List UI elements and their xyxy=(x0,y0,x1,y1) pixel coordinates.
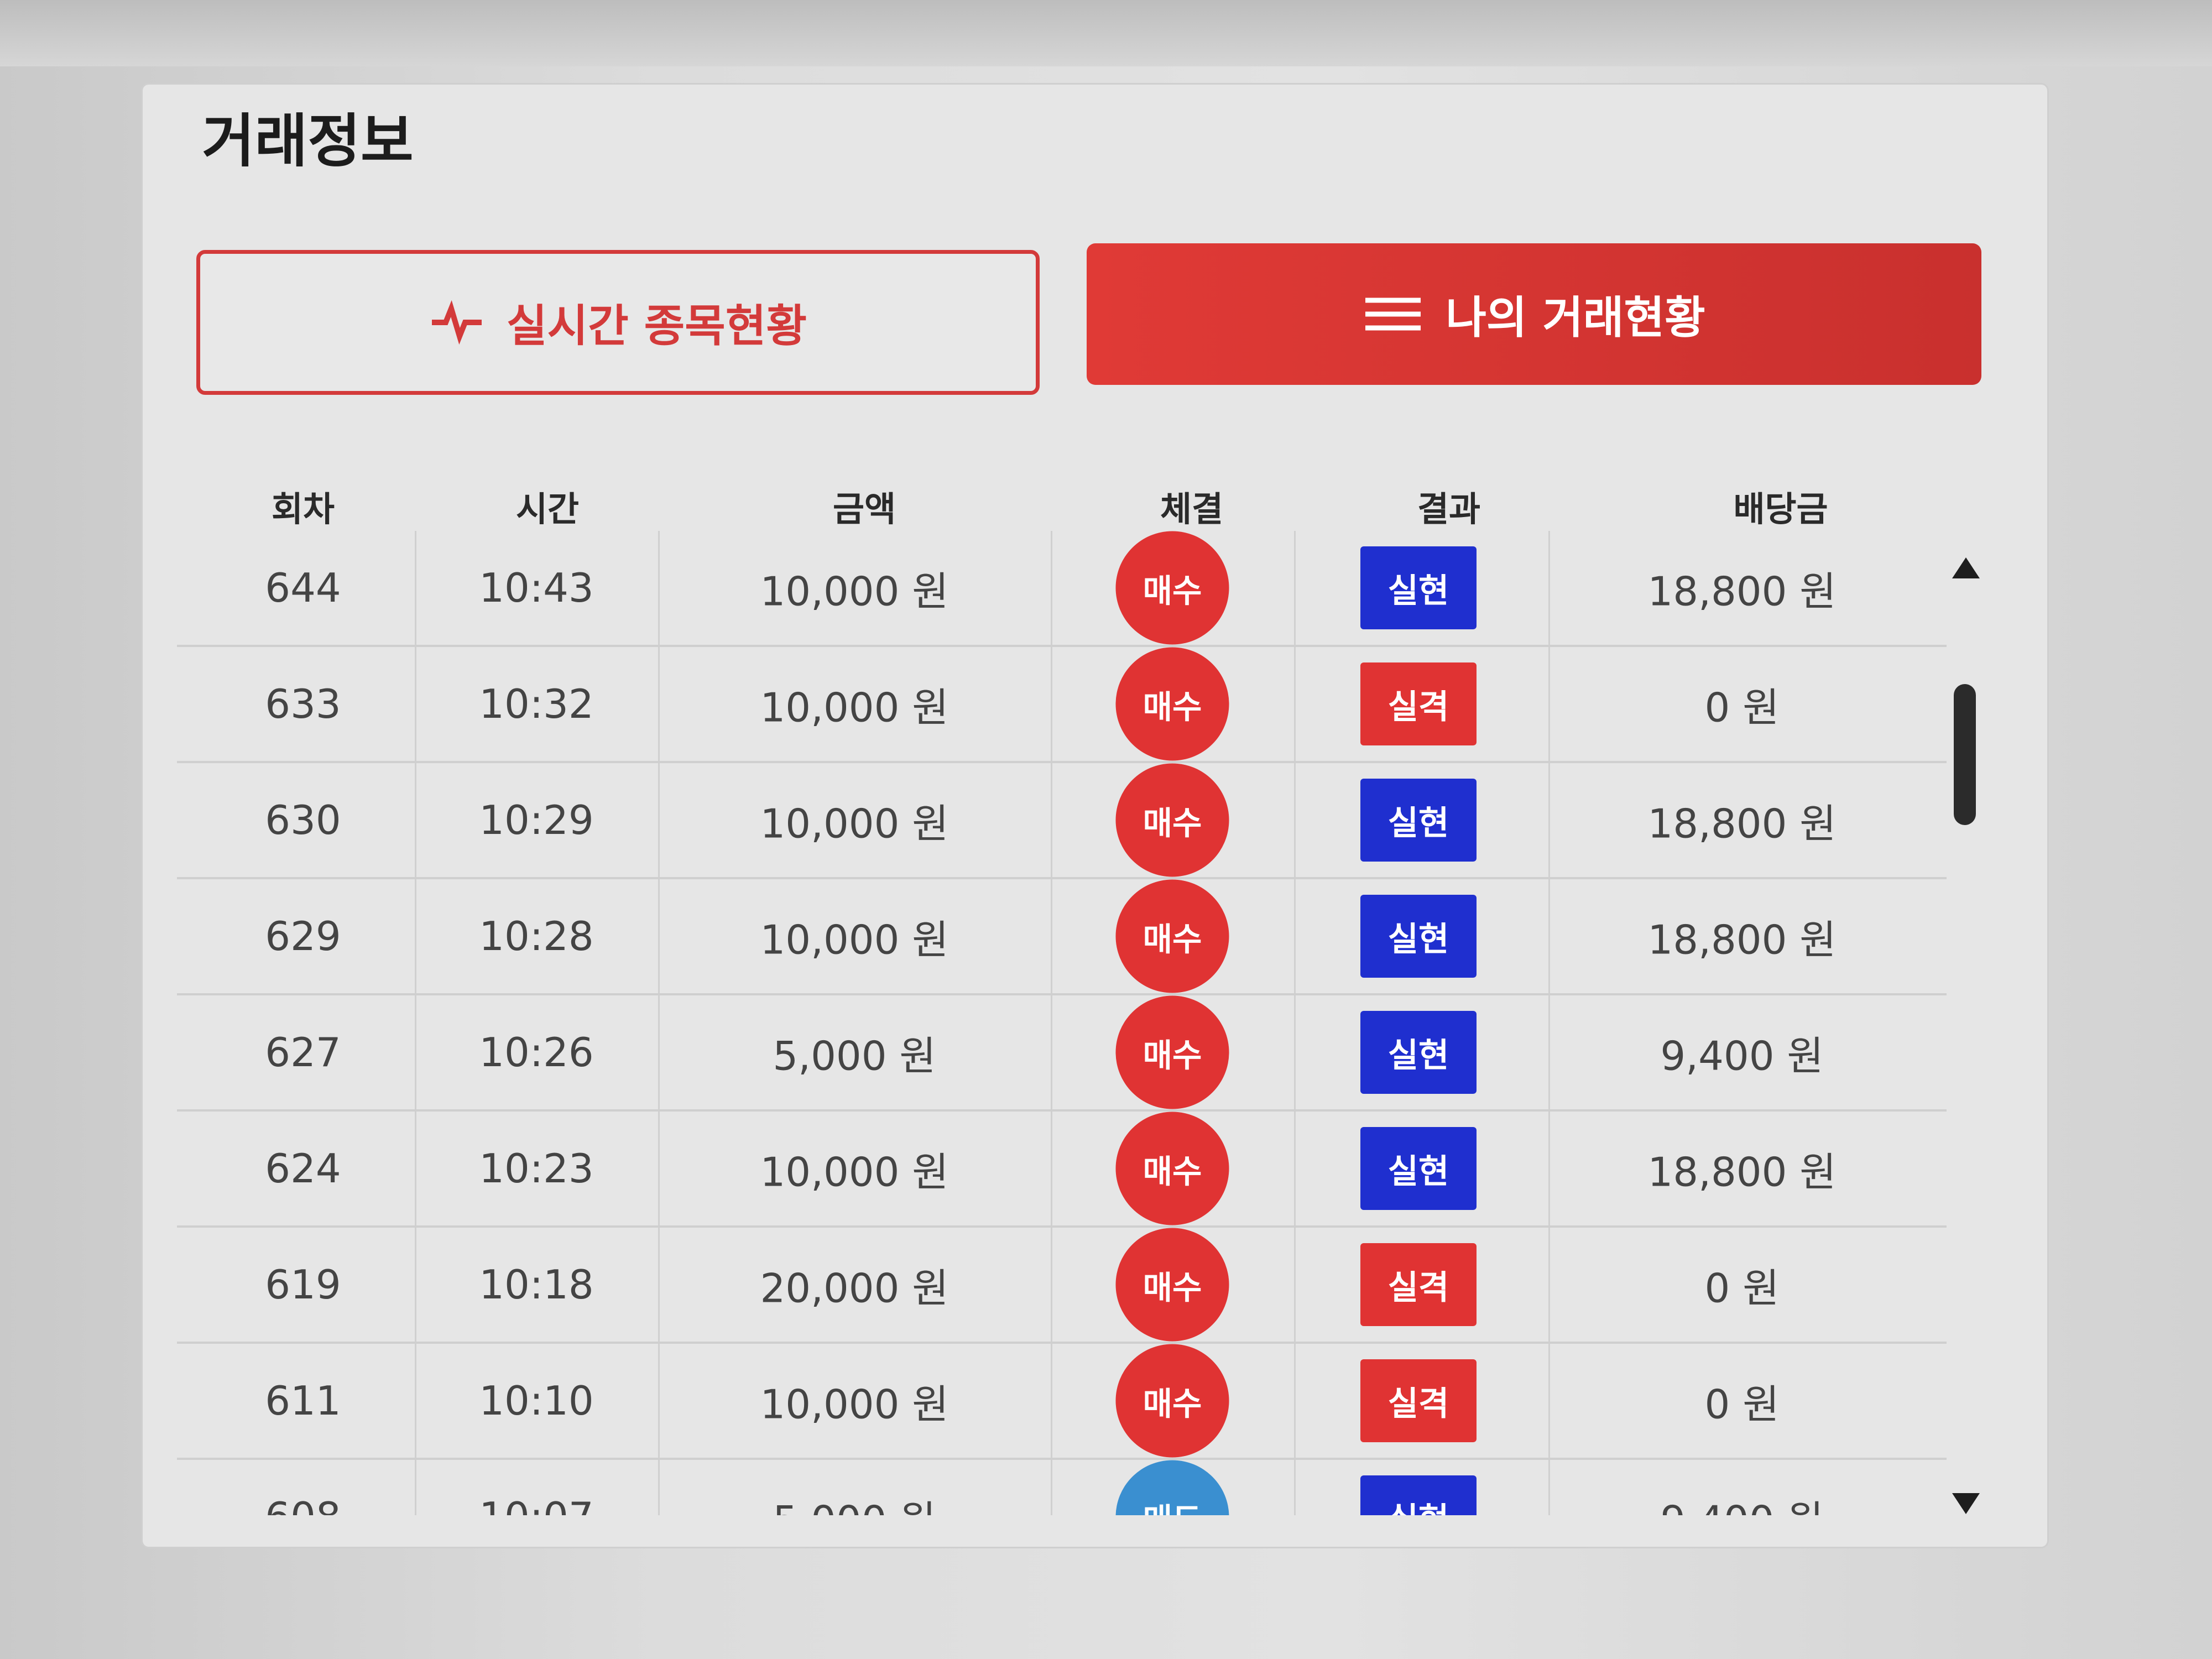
round-cell: 611 xyxy=(265,1378,341,1424)
scroll-up-arrow-icon[interactable] xyxy=(1952,557,1980,578)
table-row: 619 10:18 20,000 원 매수 실격 0 원 xyxy=(177,1228,1947,1344)
table-row: 630 10:29 10,000 원 매수 실현 18,800 원 xyxy=(177,763,1947,879)
result-badge: 실현 xyxy=(1360,895,1477,978)
tab-label: 실시간 종목현황 xyxy=(506,300,807,352)
time-cell: 10:23 xyxy=(479,1145,594,1192)
round-cell: 644 xyxy=(265,565,341,611)
trade-type-badge: 매수 xyxy=(1115,1344,1229,1458)
amount-cell: 5,000 원 xyxy=(773,1032,936,1079)
table-row: 644 10:43 10,000 원 매수 실현 18,800 원 xyxy=(177,531,1947,647)
payout-cell: 18,800 원 xyxy=(1647,916,1837,963)
scroll-down-arrow-icon[interactable] xyxy=(1952,1493,1980,1514)
payout-cell: 18,800 원 xyxy=(1647,800,1837,847)
payout-cell: 0 원 xyxy=(1704,1265,1780,1312)
payout-cell: 18,800 원 xyxy=(1647,568,1837,615)
header-trade: 체결 xyxy=(1160,489,1224,529)
column-divider xyxy=(1548,531,1550,1515)
list-lines-icon xyxy=(1365,298,1421,331)
table-row: 611 10:10 10,000 원 매수 실격 0 원 xyxy=(177,1344,1947,1460)
round-cell: 629 xyxy=(265,913,341,959)
time-cell: 10:18 xyxy=(479,1261,594,1308)
result-badge: 실현 xyxy=(1360,546,1477,629)
round-cell: 624 xyxy=(265,1145,341,1192)
table-row: 624 10:23 10,000 원 매수 실현 18,800 원 xyxy=(177,1112,1947,1228)
result-badge: 실현 xyxy=(1360,1127,1477,1210)
trade-type-badge: 매수 xyxy=(1115,879,1229,993)
time-cell: 10:28 xyxy=(479,913,594,959)
time-cell: 10:26 xyxy=(479,1029,594,1076)
time-cell: 10:10 xyxy=(479,1378,594,1424)
page-title: 거래정보 xyxy=(202,107,414,175)
tab-realtime-stocks[interactable]: 실시간 종목현황 xyxy=(196,250,1040,395)
scrollbar-thumb[interactable] xyxy=(1954,684,1976,825)
payout-cell: 9,400 원 xyxy=(1660,1488,1823,1516)
round-cell: 627 xyxy=(265,1029,341,1076)
time-cell: 10:32 xyxy=(479,681,594,727)
browser-top-bar xyxy=(0,0,2212,66)
header-round: 회차 xyxy=(271,489,335,529)
trade-type-badge: 매수 xyxy=(1115,1112,1229,1225)
round-cell: 619 xyxy=(265,1261,341,1308)
trade-type-badge: 매수 xyxy=(1115,763,1229,877)
trade-type-badge: 매수 xyxy=(1115,995,1229,1109)
time-cell: 10:07 xyxy=(479,1494,594,1515)
trade-type-badge: 매수 xyxy=(1115,531,1229,645)
round-cell: 608 xyxy=(265,1494,341,1515)
amount-cell: 10,000 원 xyxy=(760,1149,949,1196)
table-row: 633 10:32 10,000 원 매수 실격 0 원 xyxy=(177,647,1947,763)
amount-cell: 20,000 원 xyxy=(760,1265,949,1312)
column-divider xyxy=(658,531,660,1515)
trade-type-badge: 매도 xyxy=(1115,1460,1229,1515)
result-badge: 실현 xyxy=(1360,779,1477,862)
round-cell: 633 xyxy=(265,681,341,727)
table-header: 회차 시간 금액 체결 결과 배당금 xyxy=(177,481,1947,531)
result-badge: 실격 xyxy=(1360,1243,1477,1326)
scrollbar[interactable] xyxy=(1941,547,1985,1521)
table-row: 629 10:28 10,000 원 매수 실현 18,800 원 xyxy=(177,879,1947,995)
amount-cell: 10,000 원 xyxy=(760,684,949,731)
result-badge: 실격 xyxy=(1360,662,1477,745)
payout-cell: 9,400 원 xyxy=(1660,1032,1824,1079)
tab-label: 나의 거래현황 xyxy=(1446,292,1705,343)
column-divider xyxy=(1051,531,1052,1515)
payout-cell: 0 원 xyxy=(1704,1381,1780,1428)
result-badge: 실격 xyxy=(1360,1359,1477,1442)
amount-cell: 10,000 원 xyxy=(760,800,949,847)
time-cell: 10:29 xyxy=(479,797,594,843)
trade-table: 644 10:43 10,000 원 매수 실현 18,800 원 633 10:32 10,0… xyxy=(177,531,1947,1515)
header-time: 시간 xyxy=(515,489,580,529)
payout-cell: 0 원 xyxy=(1704,684,1780,731)
trade-type-badge: 매수 xyxy=(1115,647,1229,761)
table-row: 627 10:26 5,000 원 매수 실현 9,400 원 xyxy=(177,995,1947,1112)
trade-type-badge: 매수 xyxy=(1115,1228,1229,1342)
tab-my-trades[interactable]: 나의 거래현황 xyxy=(1087,243,1981,385)
amount-cell: 10,000 원 xyxy=(760,1381,949,1428)
pulse-icon xyxy=(431,300,482,345)
header-amount: 금액 xyxy=(832,489,896,529)
result-badge: 실현 xyxy=(1360,1011,1477,1094)
header-payout: 배당금 xyxy=(1733,489,1828,529)
amount-cell: 10,000 원 xyxy=(760,568,949,615)
time-cell: 10:43 xyxy=(479,565,594,611)
header-result: 결과 xyxy=(1417,489,1481,529)
table-row: 608 10:07 5,000 원 매도 실현 9,400 원 xyxy=(177,1460,1947,1515)
payout-cell: 18,800 원 xyxy=(1647,1149,1837,1196)
column-divider xyxy=(415,531,416,1515)
amount-cell: 10,000 원 xyxy=(760,916,949,963)
round-cell: 630 xyxy=(265,797,341,843)
result-badge: 실현 xyxy=(1360,1475,1477,1515)
amount-cell: 5,000 원 xyxy=(773,1488,936,1516)
column-divider xyxy=(1294,531,1296,1515)
